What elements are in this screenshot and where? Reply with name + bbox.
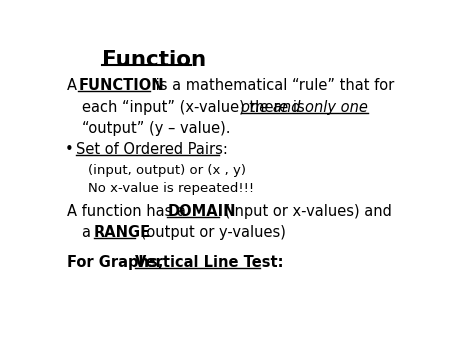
Text: For Graphs,: For Graphs, bbox=[67, 255, 168, 270]
Text: (input or x-values) and: (input or x-values) and bbox=[220, 204, 392, 219]
Text: No x-value is repeated!!!: No x-value is repeated!!! bbox=[88, 183, 254, 195]
Text: is a mathematical “rule” that for: is a mathematical “rule” that for bbox=[151, 78, 394, 93]
Text: FUNCTION: FUNCTION bbox=[78, 78, 164, 93]
Text: “output” (y – value).: “output” (y – value). bbox=[82, 121, 231, 136]
Text: one and only one: one and only one bbox=[241, 100, 368, 115]
Text: Vertical Line Test:: Vertical Line Test: bbox=[135, 255, 284, 270]
Text: (input, output) or (x , y): (input, output) or (x , y) bbox=[88, 164, 246, 177]
Text: RANGE: RANGE bbox=[94, 225, 151, 240]
Text: A: A bbox=[67, 78, 81, 93]
Text: (output or y-values): (output or y-values) bbox=[136, 225, 286, 240]
Text: •: • bbox=[65, 142, 74, 157]
Text: a: a bbox=[82, 225, 96, 240]
Text: Set of Ordered Pairs:: Set of Ordered Pairs: bbox=[76, 142, 228, 157]
Text: A function has a: A function has a bbox=[67, 204, 190, 219]
Text: Function: Function bbox=[102, 50, 206, 70]
Text: DOMAIN: DOMAIN bbox=[167, 204, 236, 219]
Text: each “input” (x-value) there is: each “input” (x-value) there is bbox=[82, 100, 310, 115]
